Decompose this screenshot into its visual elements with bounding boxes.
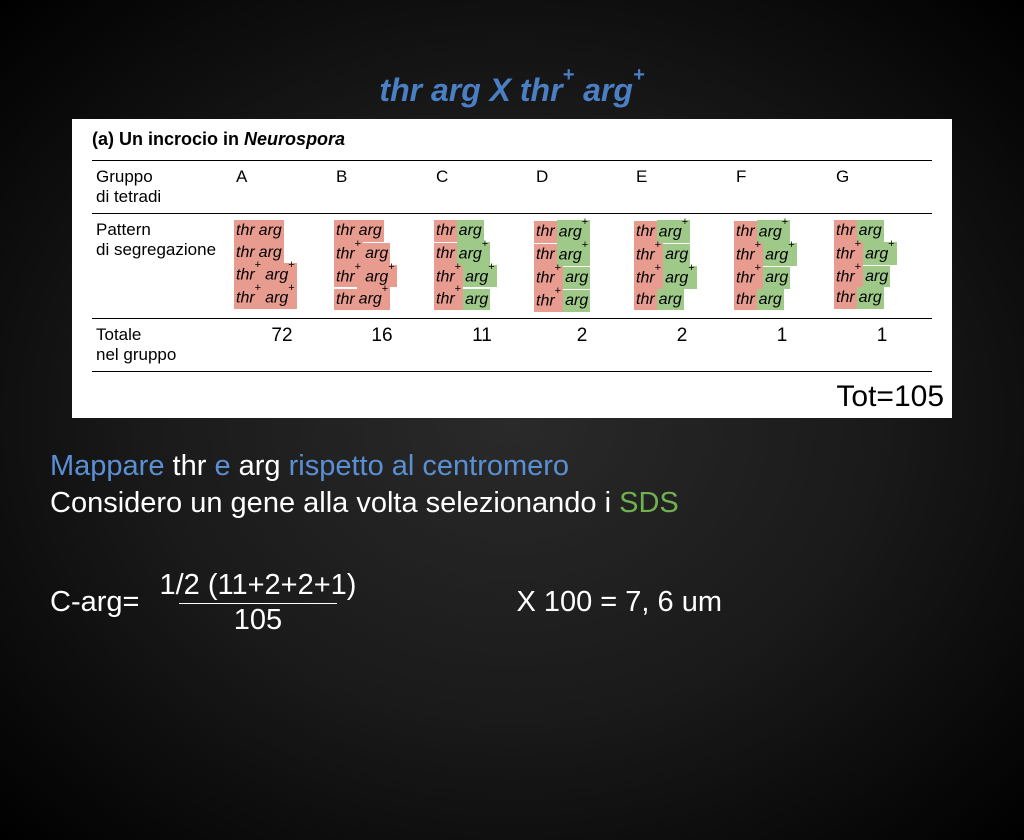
col-header: F [732, 161, 832, 214]
col-header: E [632, 161, 732, 214]
figure-label: (a) Un incrocio in Neurospora [92, 129, 932, 150]
fraction-line [179, 603, 337, 605]
slide-title: thr arg X thr+ arg+ [0, 72, 1024, 109]
tetrad-table: Gruppo di tetradiABCDEFG Patterndi segreg… [92, 160, 932, 372]
seg-line: thrarg [734, 289, 830, 311]
seg-line: thrarg+ [734, 220, 830, 243]
formula-lhs: C-arg= [50, 586, 139, 619]
seg-line: thr+arg [734, 266, 830, 289]
rest1: rispetto al centromero [289, 450, 569, 482]
seg-line: thr+arg [634, 243, 730, 266]
fig-label-ital: Neurospora [244, 129, 345, 149]
map-word: Mappare [50, 450, 164, 482]
seg-line: thr+arg [334, 242, 430, 265]
seg-line: thr+arg [534, 289, 630, 312]
grand-total: Tot=105 [72, 378, 952, 418]
total-cell: 2 [632, 318, 732, 371]
fig-label-a: (a) [92, 129, 114, 149]
seg-line: thr+arg+ [234, 263, 330, 286]
header-pattern: Patterndi segregazione [92, 214, 232, 318]
seg-line: thr+arg+ [634, 266, 730, 289]
formula: C-arg= 1/2 (11+2+2+1) 105 X 100 = 7, 6 u… [50, 568, 974, 638]
seg-line: thr+arg+ [234, 286, 330, 309]
numerator: 1/2 (11+2+2+1) [159, 568, 356, 603]
header-group: Gruppo di tetradi [92, 161, 232, 214]
fig-label-text: Un incrocio in [119, 129, 239, 149]
col-header: C [432, 161, 532, 214]
seg-line: thrarg [834, 220, 930, 242]
total-cell: 2 [532, 318, 632, 371]
seg-col: thrargthrarg+thr+arg+thr+arg [432, 214, 532, 318]
body-text: Mappare thr e arg rispetto al centromero… [50, 448, 974, 523]
title-text: thr arg X thr+ arg+ [379, 72, 644, 108]
header-total: Totalenel gruppo [92, 318, 232, 371]
arg-word: arg [231, 450, 289, 482]
seg-line: thrarg+ [334, 287, 430, 310]
col-header: A [232, 161, 332, 214]
denominator: 105 [234, 603, 282, 638]
seg-col: thrarg+thrarg+thr+argthr+arg [532, 214, 632, 318]
seg-line: thrarg+ [634, 220, 730, 243]
e-word: e [214, 450, 230, 482]
total-cell: 16 [332, 318, 432, 371]
grand-total-text: Tot=105 [836, 380, 944, 413]
fraction: 1/2 (11+2+2+1) 105 [159, 568, 356, 638]
seg-line: thr+arg [434, 287, 530, 310]
col-header: D [532, 161, 632, 214]
figure-panel: (a) Un incrocio in Neurospora Gruppo di … [72, 119, 952, 378]
seg-col: thrargthrargthr+arg+thr+arg+ [232, 214, 332, 318]
seg-line: thr+arg+ [834, 242, 930, 265]
formula-rhs: X 100 = 7, 6 um [516, 586, 722, 619]
seg-line: thrarg+ [434, 242, 530, 265]
seg-line: thr+arg [834, 265, 930, 288]
seg-line: thrarg [634, 289, 730, 311]
total-cell: 1 [732, 318, 832, 371]
sds-word: SDS [619, 487, 679, 519]
seg-line: thr+arg+ [734, 243, 830, 266]
col-header: B [332, 161, 432, 214]
line2-pre: Considero un gene alla volta selezionand… [50, 487, 619, 519]
seg-line: thrarg [234, 242, 330, 264]
seg-line: thr+arg+ [434, 265, 530, 288]
seg-line: thrarg [234, 220, 330, 242]
seg-col: thrarg+thr+arg+thr+argthrarg [732, 214, 832, 318]
seg-col: thrargthr+arg+thr+argthrarg [832, 214, 932, 318]
total-cell: 72 [232, 318, 332, 371]
seg-line: thrarg [834, 287, 930, 309]
seg-line: thrarg+ [534, 243, 630, 266]
seg-line: thrarg [334, 220, 430, 242]
seg-col: thrarg+thr+argthr+arg+thrarg [632, 214, 732, 318]
col-header: G [832, 161, 932, 214]
total-cell: 11 [432, 318, 532, 371]
seg-col: thrargthr+argthr+arg+thrarg+ [332, 214, 432, 318]
seg-line: thr+arg [534, 266, 630, 289]
total-cell: 1 [832, 318, 932, 371]
thr-word: thr [164, 450, 214, 482]
